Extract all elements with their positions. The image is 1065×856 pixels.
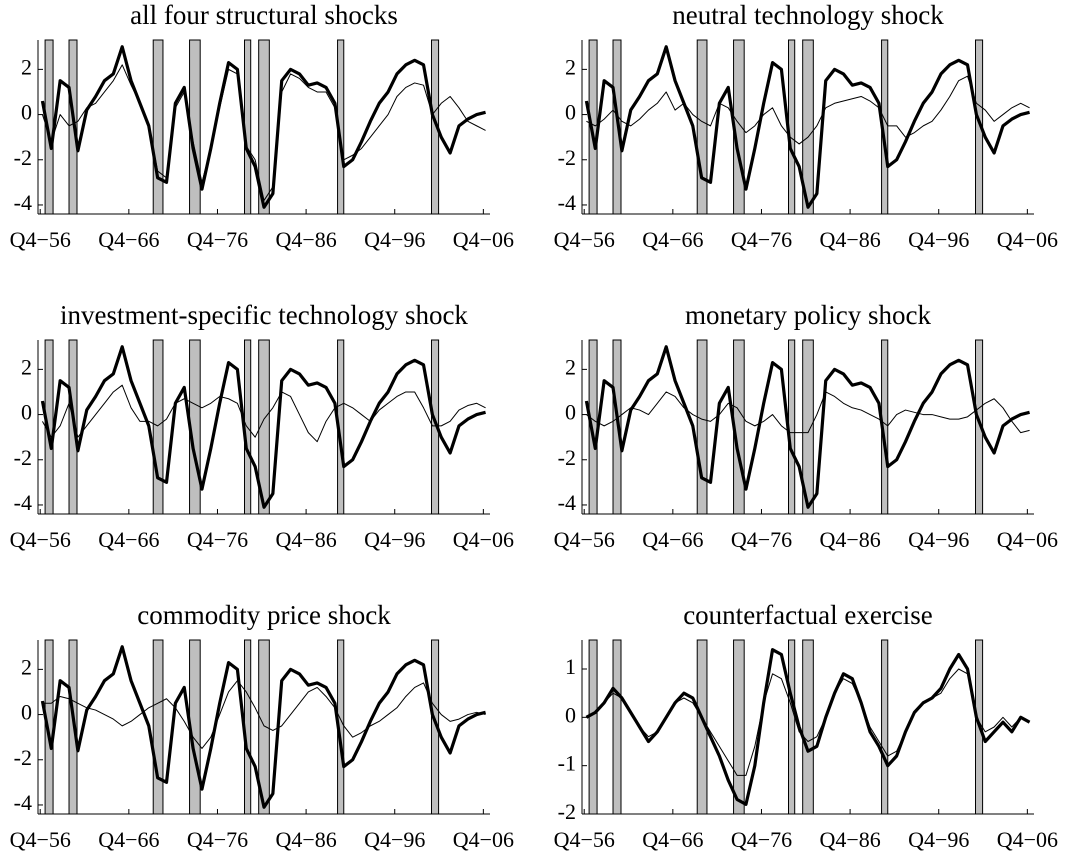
- x-tick-label: Q4−06: [453, 827, 514, 852]
- x-tick-label: Q4−86: [819, 527, 880, 552]
- y-tick-label: -2: [14, 145, 32, 170]
- y-tick-label: 2: [21, 654, 32, 679]
- y-tick-label: -2: [14, 745, 32, 770]
- y-tick-label: 0: [565, 702, 576, 727]
- chart-title: counterfactual exercise: [683, 600, 933, 630]
- x-tick-label: Q4−86: [819, 227, 880, 252]
- x-tick-label: Q4−66: [98, 227, 159, 252]
- panel: counterfactual exercise -2 -1 0 1 Q4−56 Q4−66 Q…: [554, 600, 1058, 852]
- x-tick-label: Q4−96: [908, 227, 969, 252]
- panel: investment-specific technology shock -4 -2…: [10, 300, 514, 552]
- y-tick-label: -4: [14, 790, 32, 815]
- x-tick-label: Q4−86: [275, 227, 336, 252]
- x-tick-label: Q4−66: [642, 527, 703, 552]
- recession-band: [733, 639, 745, 815]
- x-tick-label: Q4−06: [997, 227, 1058, 252]
- y-tick-label: -1: [558, 751, 576, 776]
- recession-band: [152, 39, 164, 215]
- panel: all four structural shocks -4 -2 0 2 Q4−56 Q4−…: [10, 0, 514, 252]
- recession-band: [588, 639, 598, 815]
- y-tick-label: 0: [565, 100, 576, 125]
- y-tick-label: -4: [558, 190, 576, 215]
- series-line: [41, 384, 486, 443]
- x-tick-label: Q4−86: [275, 527, 336, 552]
- series-line: [584, 45, 1030, 209]
- x-tick-label: Q4−76: [187, 227, 248, 252]
- x-tick-label: Q4−76: [731, 827, 792, 852]
- chart-title: neutral technology shock: [672, 0, 944, 30]
- x-tick-label: Q4−86: [819, 827, 880, 852]
- x-tick-label: Q4−96: [908, 827, 969, 852]
- series-line: [586, 668, 1030, 776]
- chart-title: investment-specific technology shock: [60, 300, 468, 330]
- x-tick-label: Q4−06: [997, 527, 1058, 552]
- x-tick-label: Q4−06: [453, 527, 514, 552]
- x-tick-label: Q4−56: [10, 227, 71, 252]
- panel: neutral technology shock -4 -2 0 2 Q4−56 Q4−66…: [554, 0, 1058, 252]
- x-tick-label: Q4−66: [98, 827, 159, 852]
- chart-title: monetary policy shock: [685, 300, 931, 330]
- x-tick-label: Q4−96: [908, 527, 969, 552]
- series-line: [586, 391, 1030, 434]
- recession-band: [152, 339, 164, 515]
- series-line: [41, 64, 486, 201]
- x-tick-label: Q4−76: [187, 527, 248, 552]
- x-tick-label: Q4−66: [98, 527, 159, 552]
- y-tick-label: 0: [565, 400, 576, 425]
- recession-band: [696, 39, 708, 215]
- chart-title: all four structural shocks: [130, 0, 398, 30]
- x-tick-label: Q4−56: [554, 527, 615, 552]
- y-tick-label: -4: [558, 490, 576, 515]
- x-tick-label: Q4−06: [997, 827, 1058, 852]
- y-tick-label: -4: [14, 190, 32, 215]
- y-tick-label: -4: [14, 490, 32, 515]
- series-line: [584, 345, 1030, 509]
- x-tick-label: Q4−76: [731, 227, 792, 252]
- x-tick-label: Q4−76: [187, 827, 248, 852]
- recession-band: [802, 639, 814, 815]
- x-tick-label: Q4−56: [10, 527, 71, 552]
- series-line: [40, 645, 486, 809]
- x-tick-label: Q4−56: [554, 227, 615, 252]
- x-tick-label: Q4−56: [554, 827, 615, 852]
- chart-title: commodity price shock: [137, 600, 391, 630]
- panel: commodity price shock -4 -2 0 2 Q4−56 Q4−66 Q4−…: [10, 600, 514, 852]
- series-line: [42, 680, 486, 749]
- y-tick-label: 0: [21, 100, 32, 125]
- x-tick-label: Q4−66: [642, 827, 703, 852]
- x-tick-label: Q4−86: [275, 827, 336, 852]
- recession-band: [612, 639, 622, 815]
- x-tick-label: Q4−96: [364, 527, 425, 552]
- x-tick-label: Q4−76: [731, 527, 792, 552]
- y-tick-label: -2: [558, 799, 576, 824]
- series-line: [586, 75, 1030, 145]
- y-tick-label: 2: [565, 54, 576, 79]
- y-tick-label: 2: [21, 54, 32, 79]
- y-tick-label: 0: [21, 700, 32, 725]
- y-tick-label: 0: [21, 400, 32, 425]
- y-tick-label: -2: [14, 445, 32, 470]
- y-tick-label: -2: [558, 445, 576, 470]
- series-line: [40, 45, 486, 209]
- y-tick-label: 2: [21, 354, 32, 379]
- y-tick-label: -2: [558, 145, 576, 170]
- recession-band: [788, 639, 796, 815]
- x-tick-label: Q4−56: [10, 827, 71, 852]
- recession-band: [696, 339, 708, 515]
- y-tick-label: 2: [565, 354, 576, 379]
- recession-band: [152, 639, 164, 815]
- y-tick-label: 1: [565, 654, 576, 679]
- recession-band: [881, 639, 889, 815]
- x-tick-label: Q4−06: [453, 227, 514, 252]
- x-tick-label: Q4−96: [364, 227, 425, 252]
- x-tick-label: Q4−96: [364, 827, 425, 852]
- panel: monetary policy shock -4 -2 0 2 Q4−56 Q4−66 Q4−…: [554, 300, 1058, 552]
- series-line: [40, 345, 486, 509]
- x-tick-label: Q4−66: [642, 227, 703, 252]
